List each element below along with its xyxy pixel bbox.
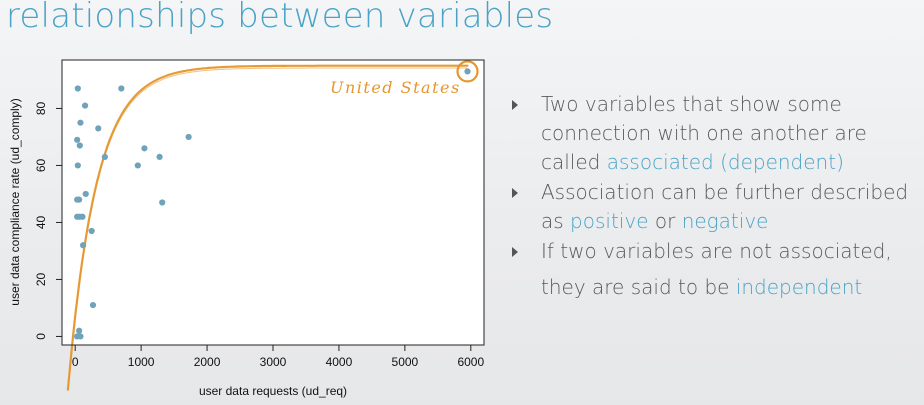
data-point: [76, 142, 83, 149]
x-tick-label: 0: [72, 355, 79, 369]
bullet-independent: If two variables are not associated, the…: [512, 237, 924, 302]
term-positive: positive: [570, 209, 649, 233]
bullet-positive-negative: Association can be further described as …: [512, 178, 924, 236]
plot-frame: [61, 59, 485, 346]
data-point: [159, 199, 166, 206]
bullet-text-line2: they are said to be: [541, 275, 736, 299]
data-point: [89, 302, 97, 309]
data-point: [88, 227, 95, 235]
data-point: [134, 162, 141, 169]
data-point: [101, 153, 108, 160]
y-axis-title: user data compliance rate (ud_comply): [8, 98, 22, 305]
trend-curve-layer: [66, 64, 469, 391]
bullet-associated: Two variables that show some connection …: [512, 90, 924, 177]
data-point: [95, 125, 102, 132]
bullet-marker-icon: [512, 100, 518, 110]
data-point: [74, 136, 81, 143]
data-point: [464, 68, 471, 75]
data-point: [185, 133, 192, 141]
y-tick-label: 80: [34, 101, 48, 115]
data-point: [80, 242, 87, 249]
y-tick-label: 20: [34, 272, 48, 286]
scatter-chart: 0 1000 2000 3000 4000 5000 6000 0 20 40 60 80 user …: [8, 59, 485, 398]
bullet-marker-icon: [512, 247, 518, 257]
data-point: [81, 102, 89, 109]
term-independent: independent: [735, 275, 863, 299]
data-point: [79, 213, 86, 220]
data-point: [74, 162, 81, 169]
x-axis-title: user data requests (ud_req): [199, 384, 347, 398]
data-point: [76, 327, 83, 334]
axis-ticks: 0 1000 2000 3000 4000 5000 6000 0 20 40 60 80: [34, 101, 484, 369]
data-points: [74, 60, 479, 340]
x-tick-label: 5000: [392, 355, 419, 369]
bullet-marker-icon: [512, 188, 518, 198]
bullet-text-line1: If two variables are not associated,: [541, 239, 892, 263]
term-negative: negative: [681, 209, 769, 233]
bullet-text: Two variables that show some connection …: [541, 92, 867, 174]
united-states-annotation: United States: [330, 78, 461, 97]
x-tick-label: 4000: [326, 355, 353, 369]
data-point: [82, 190, 89, 198]
y-tick-label: 60: [34, 158, 48, 172]
plot-area: [62, 60, 484, 345]
bullet-list: Two variables that show some connection …: [512, 90, 924, 302]
term-associated: associated (dependent): [606, 150, 844, 174]
data-point: [77, 119, 84, 126]
y-tick-label: 0: [34, 333, 48, 340]
x-tick-label: 1000: [128, 355, 155, 369]
data-point: [156, 153, 163, 160]
x-tick-label: 6000: [457, 355, 484, 369]
highlight-circle: [456, 60, 479, 83]
trend-curve: [66, 64, 469, 391]
data-point: [118, 85, 125, 92]
x-tick-label: 3000: [260, 355, 287, 369]
data-point: [141, 145, 148, 152]
x-tick-label: 2000: [194, 355, 221, 369]
data-point: [74, 85, 81, 92]
trend-curve-stroke: [67, 67, 467, 389]
data-point: [76, 196, 83, 203]
slide-title: relationships between variables: [6, 0, 554, 36]
bullet-text-or: or: [648, 209, 682, 233]
bullet-text: Association can be further described as: [541, 180, 909, 233]
data-point: [77, 333, 84, 340]
y-tick-label: 40: [34, 215, 48, 229]
